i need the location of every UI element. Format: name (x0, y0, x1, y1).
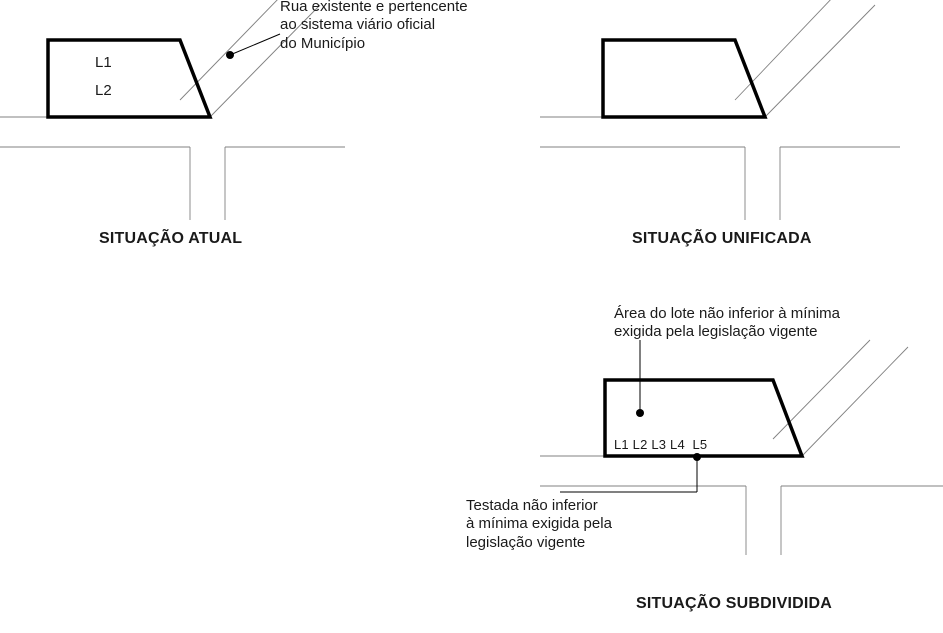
caption-situacao-atual: SITUAÇÃO ATUAL (99, 230, 242, 248)
annotation-rua-existente: Rua existente e pertencente ao sistema v… (280, 0, 468, 53)
lot-label-l2: L2 (95, 82, 112, 99)
annotation-area-lote: Área do lote não inferior à mínima exigi… (614, 305, 840, 342)
lot-labels-l1-l5: L1 L2 L3 L4 L5 (614, 437, 707, 452)
lot-label-l1: L1 (95, 54, 112, 71)
caption-situacao-unificada: SITUAÇÃO UNIFICADA (632, 230, 812, 248)
caption-situacao-subdividida: SITUAÇÃO SUBDIVIDIDA (636, 595, 832, 613)
annotation-testada: Testada não inferior à mínima exigida pe… (466, 497, 612, 552)
panel-situacao-unificada (540, 0, 900, 220)
